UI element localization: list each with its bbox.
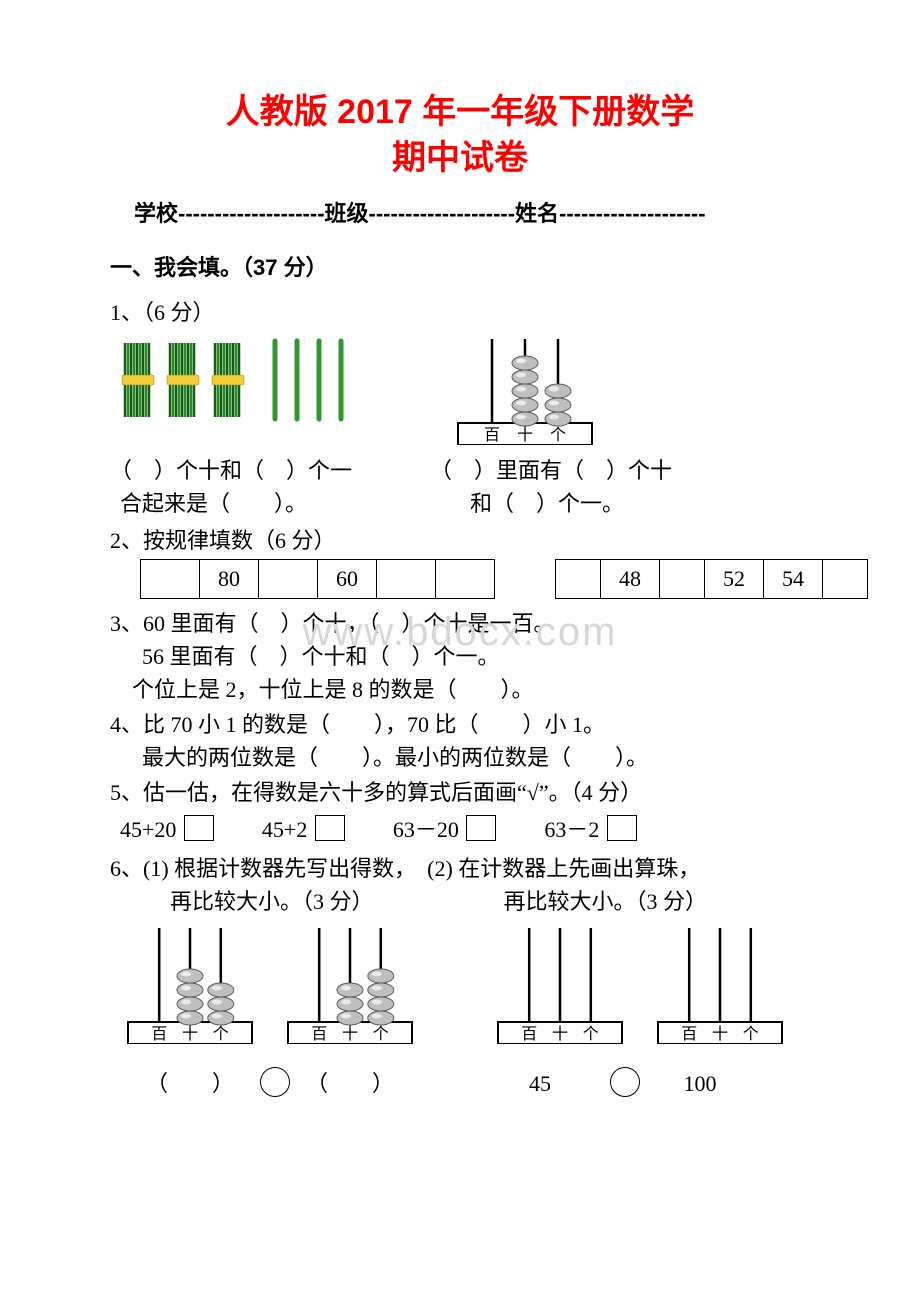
q5-label: 5、估一估，在得数是六十多的算式后面画“√”。（4 分） bbox=[110, 776, 810, 809]
q6-abacus-c: 百十个 bbox=[490, 924, 630, 1053]
q2-sequence-b: 48 5254 bbox=[555, 559, 868, 599]
svg-text:个: 个 bbox=[743, 1025, 759, 1043]
svg-text:十: 十 bbox=[712, 1025, 728, 1043]
q5-box-a bbox=[184, 815, 214, 841]
question-5: 5、估一估，在得数是六十多的算式后面画“√”。（4 分） 45+20 45+2 … bbox=[110, 776, 810, 846]
q1-abacus: 百十个 bbox=[450, 335, 600, 454]
q6-value-right-l: 45 bbox=[470, 1067, 610, 1100]
sequence-cell bbox=[823, 560, 867, 598]
svg-text:十: 十 bbox=[342, 1025, 358, 1043]
question-3: 3、60 里面有（ ）个十，（ ）个十是一百。 56 里面有（ ）个十和（ ）个… bbox=[110, 607, 810, 706]
title-line-1: 人教版 2017 年一年级下册数学 bbox=[110, 90, 810, 136]
question-2: 2、按规律填数（6 分） 8060 485254 bbox=[110, 524, 810, 599]
q5-expr-d: 63－2 bbox=[544, 813, 637, 846]
q1-left-line1: （ ）个十和（ ）个一 bbox=[110, 454, 430, 487]
q6-line2a: 再比较大小。（3 分） bbox=[170, 885, 374, 918]
q1-left-line2: 合起来是（ ）。 bbox=[120, 487, 430, 520]
sequence-cell bbox=[436, 560, 494, 598]
q1-right-line1: （ ）里面有（ ）个十 bbox=[430, 454, 672, 487]
svg-text:百: 百 bbox=[151, 1026, 167, 1043]
exam-page: www.bdocx.com 人教版 2017 年一年级下册数学 期中试卷 学校-… bbox=[0, 0, 920, 1160]
svg-text:个: 个 bbox=[550, 426, 566, 444]
q5-box-b bbox=[315, 815, 345, 841]
q6-line1: 6、(1) 根据计数器先写出得数， (2) 在计数器上先画出算珠， bbox=[110, 852, 810, 885]
title-line-2: 期中试卷 bbox=[110, 136, 810, 182]
sequence-cell bbox=[377, 560, 436, 598]
q5-expr-c: 63－20 bbox=[393, 813, 497, 846]
sequence-cell: 60 bbox=[318, 560, 377, 598]
q6-value-right-r: 100 bbox=[630, 1067, 770, 1100]
question-4: 4、比 70 小 1 的数是（ ），70 比（ ）小 1。 最大的两位数是（ ）… bbox=[110, 708, 810, 774]
svg-text:百: 百 bbox=[484, 427, 500, 444]
svg-text:百: 百 bbox=[311, 1026, 327, 1043]
svg-text:个: 个 bbox=[213, 1025, 229, 1043]
sequence-cell: 52 bbox=[705, 560, 764, 598]
q6-abacus-b: 百十个 bbox=[280, 924, 420, 1053]
q4-line1: 4、比 70 小 1 的数是（ ），70 比（ ）小 1。 bbox=[110, 708, 810, 741]
section-1-heading: 一、我会填。（37 分） bbox=[110, 250, 810, 282]
q3-line2: 56 里面有（ ）个十和（ ）个一。 bbox=[142, 640, 810, 673]
svg-text:十: 十 bbox=[182, 1025, 198, 1043]
q6-abacus-a: 百十个 bbox=[120, 924, 260, 1053]
q4-line2: 最大的两位数是（ ）。最小的两位数是（ ）。 bbox=[142, 741, 810, 774]
svg-text:个: 个 bbox=[373, 1025, 389, 1043]
q5-expr-b: 45+2 bbox=[262, 813, 345, 846]
doc-title: 人教版 2017 年一年级下册数学 期中试卷 bbox=[110, 90, 810, 182]
sticks-figure bbox=[110, 335, 430, 434]
svg-text:百: 百 bbox=[681, 1026, 697, 1043]
svg-text:十: 十 bbox=[517, 426, 533, 444]
svg-text:十: 十 bbox=[552, 1025, 568, 1043]
q3-line1: 3、60 里面有（ ）个十，（ ）个十是一百。 bbox=[110, 607, 810, 640]
q1-right-line2: 和（ ）个一。 bbox=[470, 487, 672, 520]
svg-text:个: 个 bbox=[583, 1025, 599, 1043]
sequence-cell bbox=[660, 560, 705, 598]
student-info-line: 学校--------------------班级----------------… bbox=[134, 196, 810, 228]
sequence-cell bbox=[259, 560, 318, 598]
sequence-cell bbox=[141, 560, 200, 598]
q3-line3: 个位上是 2，十位上是 8 的数是（ ）。 bbox=[132, 673, 810, 706]
sequence-cell: 48 bbox=[601, 560, 660, 598]
q1-label: 1、（6 分） bbox=[110, 296, 810, 329]
q2-label: 2、按规律填数（6 分） bbox=[110, 524, 810, 557]
q6-line2b: 再比较大小。（3 分） bbox=[504, 885, 708, 918]
sequence-cell: 80 bbox=[200, 560, 259, 598]
q5-box-c bbox=[466, 815, 496, 841]
q5-expr-a: 45+20 bbox=[120, 813, 214, 846]
q2-sequence-a: 80 60 bbox=[140, 559, 495, 599]
q6-blank-left-r: （ ） bbox=[280, 1067, 420, 1100]
q6-abacus-d: 百十个 bbox=[650, 924, 790, 1053]
question-6: 6、(1) 根据计数器先写出得数， (2) 在计数器上先画出算珠， 再比较大小。… bbox=[110, 852, 810, 1100]
sequence-cell bbox=[556, 560, 601, 598]
q5-box-d bbox=[607, 815, 637, 841]
sequence-cell: 54 bbox=[764, 560, 823, 598]
question-1: 1、（6 分） 百十个 （ ）个十和（ ）个一 合起来是（ ）。 （ ）里面有（… bbox=[110, 296, 810, 520]
q6-blank-left-l: （ ） bbox=[120, 1067, 260, 1100]
svg-text:百: 百 bbox=[521, 1026, 537, 1043]
